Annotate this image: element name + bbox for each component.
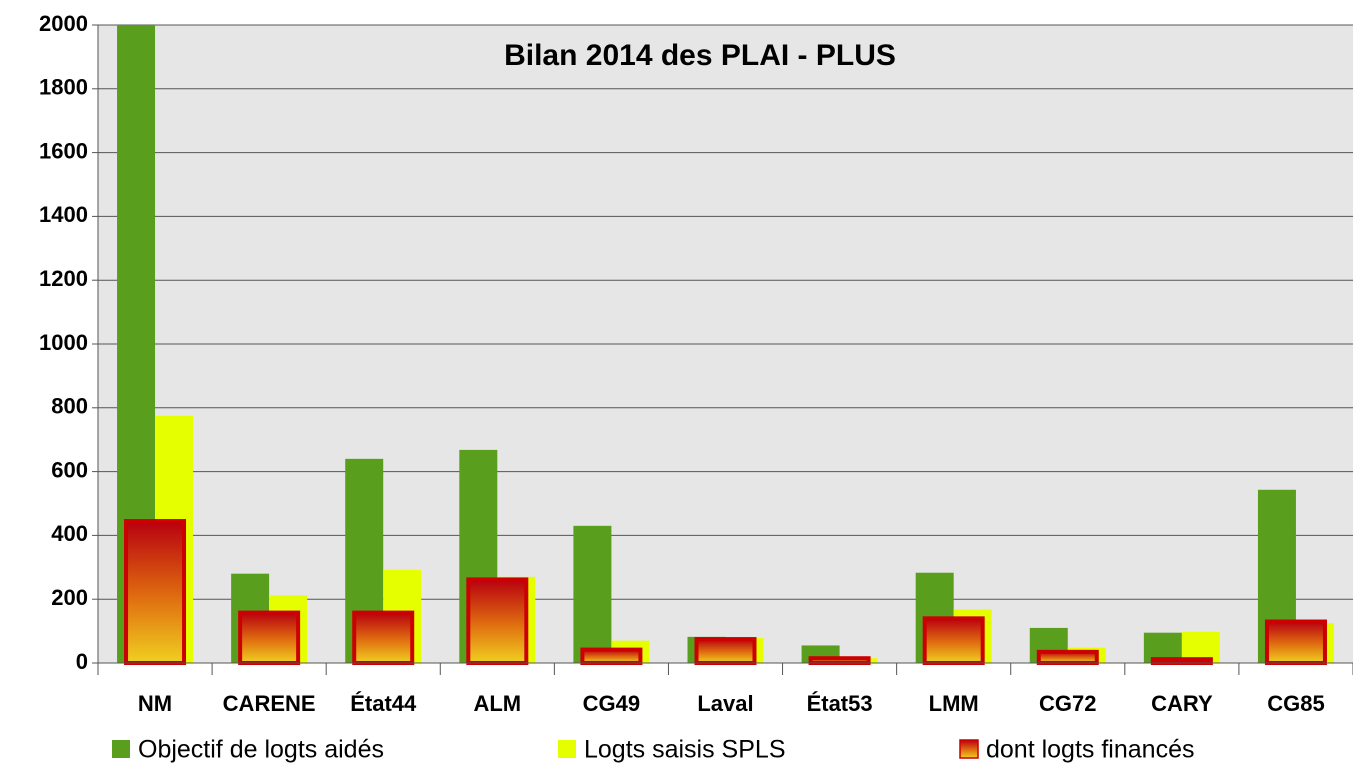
y-tick-label: 200	[51, 585, 88, 610]
y-tick-label: 1400	[39, 202, 88, 227]
y-tick-label: 2000	[39, 11, 88, 36]
bar	[573, 525, 612, 663]
y-tick-label: 1000	[39, 330, 88, 355]
bar	[922, 616, 985, 666]
y-tick-label: 1800	[39, 75, 88, 100]
legend-label: dont logts financés	[986, 736, 1194, 764]
x-tick-label: CG72	[1039, 691, 1096, 716]
bar	[466, 577, 529, 665]
chart-title: Bilan 2014 des PLAI - PLUS	[504, 39, 896, 72]
x-tick-label: NM	[138, 691, 172, 716]
x-tick-label: ALM	[473, 691, 521, 716]
bar	[238, 610, 301, 666]
x-tick-label: CARY	[1151, 691, 1213, 716]
x-tick-label: CG49	[583, 691, 640, 716]
legend-swatch	[558, 740, 576, 758]
bar	[1150, 657, 1213, 665]
legend-label: Objectif de logts aidés	[138, 736, 384, 764]
x-tick-label: Laval	[697, 691, 753, 716]
x-tick-label: LMM	[929, 691, 979, 716]
y-tick-label: 600	[51, 457, 88, 482]
bar	[352, 610, 415, 666]
bar	[694, 637, 757, 666]
bar	[1264, 619, 1327, 666]
legend-label: Logts saisis SPLS	[584, 736, 786, 764]
y-tick-label: 800	[51, 394, 88, 419]
y-tick-label: 0	[76, 649, 88, 674]
y-tick-label: 1600	[39, 138, 88, 163]
legend-swatch	[959, 739, 979, 759]
x-tick-label: CG85	[1267, 691, 1324, 716]
x-tick-label: CARENE	[223, 691, 316, 716]
bar	[1036, 649, 1099, 666]
legend-swatch	[112, 740, 130, 758]
x-tick-label: État53	[807, 691, 873, 716]
x-tick-label: État44	[350, 691, 417, 716]
y-tick-label: 1200	[39, 266, 88, 291]
y-tick-label: 400	[51, 521, 88, 546]
bar	[124, 519, 187, 665]
bar	[580, 647, 643, 665]
bar	[808, 656, 871, 666]
